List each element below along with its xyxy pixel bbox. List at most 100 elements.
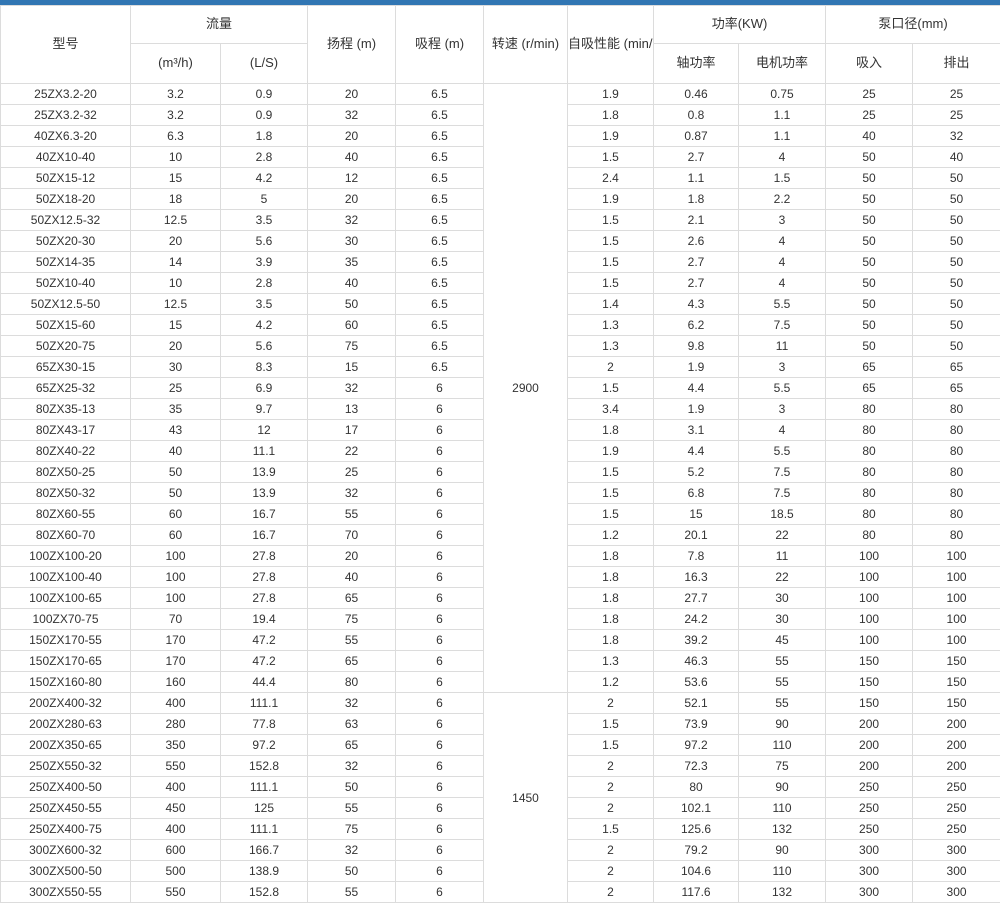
cell-flow-m3h: 40 <box>130 440 221 462</box>
cell-self-priming: 1.3 <box>567 650 655 672</box>
cell-shaft-power: 79.2 <box>653 839 740 861</box>
cell-flow-m3h: 12.5 <box>130 209 221 231</box>
cell-inlet: 250 <box>825 797 914 819</box>
cell-flow-m3h: 100 <box>130 566 221 588</box>
cell-model: 40ZX6.3-20 <box>0 125 131 147</box>
cell-shaft-power: 117.6 <box>653 881 740 903</box>
cell-outlet: 80 <box>912 419 1000 441</box>
cell-motor-power: 22 <box>738 524 827 546</box>
cell-suction: 6 <box>395 671 485 693</box>
cell-head: 17 <box>307 419 397 441</box>
cell-outlet: 150 <box>912 650 1000 672</box>
cell-model: 25ZX3.2-32 <box>0 104 131 126</box>
cell-flow-m3h: 100 <box>130 587 221 609</box>
cell-self-priming: 1.8 <box>567 608 655 630</box>
cell-flow-m3h: 500 <box>130 860 221 882</box>
cell-motor-power: 2.2 <box>738 188 827 210</box>
header-motor-power: 电机功率 <box>738 43 827 84</box>
cell-suction: 6 <box>395 755 485 777</box>
cell-outlet: 200 <box>912 755 1000 777</box>
cell-shaft-power: 6.2 <box>653 314 740 336</box>
cell-model: 50ZX20-30 <box>0 230 131 252</box>
cell-head: 40 <box>307 566 397 588</box>
cell-inlet: 300 <box>825 881 914 903</box>
cell-motor-power: 4 <box>738 419 827 441</box>
cell-model: 150ZX170-65 <box>0 650 131 672</box>
cell-inlet: 25 <box>825 104 914 126</box>
cell-model: 300ZX550-55 <box>0 881 131 903</box>
cell-head: 60 <box>307 314 397 336</box>
cell-shaft-power: 0.46 <box>653 83 740 105</box>
cell-flow-ls: 152.8 <box>219 755 309 777</box>
cell-outlet: 50 <box>912 272 1000 294</box>
table-row: 65ZX25-32 25 6.9 32 6 1.5 4.4 5.5 65 65 <box>0 377 1000 399</box>
cell-flow-ls: 11.1 <box>219 440 309 462</box>
table-row: 200ZX400-32 400 111.1 32 6 1450 2 52.1 55 150 150 <box>0 692 1000 903</box>
cell-motor-power: 75 <box>738 755 827 777</box>
top-accent-bar <box>0 0 1000 5</box>
table-row: 50ZX20-75 20 5.6 75 6.5 1.3 9.8 11 50 50 <box>0 335 1000 357</box>
cell-outlet: 150 <box>912 671 1000 693</box>
table-row: 200ZX280-63 280 77.8 63 6 1.5 73.9 90 200 200 <box>0 713 1000 735</box>
cell-shaft-power: 0.8 <box>653 104 740 126</box>
cell-outlet: 50 <box>912 251 1000 273</box>
cell-head: 63 <box>307 713 397 735</box>
cell-head: 30 <box>307 230 397 252</box>
cell-flow-m3h: 350 <box>130 734 221 756</box>
cell-flow-ls: 166.7 <box>219 839 309 861</box>
cell-flow-ls: 27.8 <box>219 587 309 609</box>
table-row: 80ZX43-17 43 12 17 6 1.8 3.1 4 80 80 <box>0 419 1000 441</box>
header-flow: 流量 <box>129 5 309 44</box>
cell-model: 250ZX400-75 <box>0 818 131 840</box>
cell-outlet: 50 <box>912 209 1000 231</box>
cell-model: 80ZX50-32 <box>0 482 131 504</box>
cell-outlet: 65 <box>912 377 1000 399</box>
cell-outlet: 200 <box>912 734 1000 756</box>
cell-outlet: 100 <box>912 545 1000 567</box>
cell-model: 80ZX43-17 <box>0 419 131 441</box>
cell-shaft-power: 72.3 <box>653 755 740 777</box>
cell-shaft-power: 7.8 <box>653 545 740 567</box>
cell-flow-ls: 4.2 <box>219 314 309 336</box>
cell-flow-ls: 97.2 <box>219 734 309 756</box>
cell-motor-power: 3 <box>738 356 827 378</box>
cell-model: 150ZX170-55 <box>0 629 131 651</box>
cell-suction: 6 <box>395 839 485 861</box>
table-row: 250ZX400-75 400 111.1 75 6 1.5 125.6 132 250 250 <box>0 818 1000 840</box>
cell-shaft-power: 4.4 <box>653 377 740 399</box>
cell-inlet: 300 <box>825 860 914 882</box>
cell-suction: 6.5 <box>395 314 485 336</box>
cell-model: 80ZX35-13 <box>0 398 131 420</box>
cell-motor-power: 5.5 <box>738 293 827 315</box>
table-row: 80ZX50-32 50 13.9 32 6 1.5 6.8 7.5 80 80 <box>0 482 1000 504</box>
cell-model: 300ZX500-50 <box>0 860 131 882</box>
cell-flow-m3h: 400 <box>130 776 221 798</box>
cell-outlet: 50 <box>912 167 1000 189</box>
cell-flow-m3h: 100 <box>130 545 221 567</box>
cell-suction: 6 <box>395 524 485 546</box>
cell-motor-power: 30 <box>738 587 827 609</box>
cell-shaft-power: 4.3 <box>653 293 740 315</box>
cell-motor-power: 4 <box>738 251 827 273</box>
cell-head: 70 <box>307 524 397 546</box>
cell-flow-m3h: 10 <box>130 146 221 168</box>
cell-self-priming: 1.4 <box>567 293 655 315</box>
cell-flow-m3h: 25 <box>130 377 221 399</box>
cell-inlet: 65 <box>825 377 914 399</box>
cell-head: 75 <box>307 818 397 840</box>
cell-motor-power: 55 <box>738 692 827 714</box>
cell-self-priming: 1.5 <box>567 209 655 231</box>
cell-self-priming: 1.3 <box>567 314 655 336</box>
cell-model: 50ZX10-40 <box>0 272 131 294</box>
cell-model: 40ZX10-40 <box>0 146 131 168</box>
cell-suction: 6 <box>395 713 485 735</box>
cell-motor-power: 4 <box>738 146 827 168</box>
cell-flow-ls: 47.2 <box>219 629 309 651</box>
cell-model: 50ZX20-75 <box>0 335 131 357</box>
cell-self-priming: 1.5 <box>567 713 655 735</box>
cell-outlet: 50 <box>912 293 1000 315</box>
cell-suction: 6 <box>395 398 485 420</box>
cell-flow-m3h: 600 <box>130 839 221 861</box>
cell-head: 32 <box>307 209 397 231</box>
cell-shaft-power: 1.1 <box>653 167 740 189</box>
